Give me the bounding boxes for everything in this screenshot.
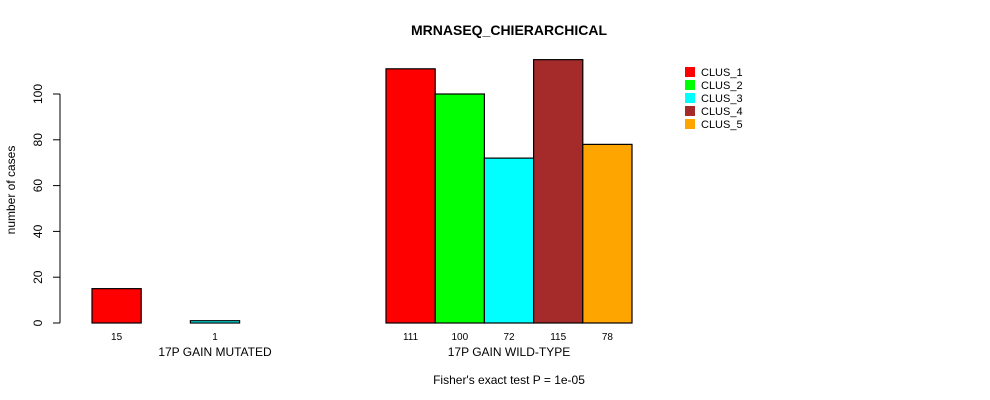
bar-value-label: 72 <box>503 332 515 343</box>
bar-clus-4 <box>532 59 584 324</box>
y-axis: 0 20 40 60 80 100 <box>31 84 61 326</box>
category-label: 17P GAIN WILD-TYPE <box>448 345 570 359</box>
y-tick-label: 40 <box>31 224 45 238</box>
bar-value-label: 111 <box>403 332 419 343</box>
y-tick-label: 60 <box>31 179 45 193</box>
y-tick-label: 0 <box>31 319 45 326</box>
bar-clus-2 <box>434 93 486 324</box>
y-tick-label: 100 <box>31 84 45 104</box>
bars: 15 1 17P GAIN MUTATED 111 100 72 115 78 17P GAIN… <box>91 59 633 359</box>
legend-label: CLUS_1 <box>701 67 743 79</box>
bar-clus-1 <box>385 68 436 324</box>
bar-value-label: 1 <box>212 332 218 343</box>
legend-swatch <box>685 93 695 103</box>
x-axis-label: Fisher's exact test P = 1e-05 <box>433 373 585 387</box>
bar-value-label: 115 <box>550 332 566 343</box>
legend-swatch <box>685 106 695 116</box>
category-label: 17P GAIN MUTATED <box>158 345 272 359</box>
y-tick-label: 80 <box>31 133 45 147</box>
y-axis-label: number of cases <box>4 146 18 235</box>
chart-title: MRNASEQ_CHIERARCHICAL <box>411 22 607 38</box>
bar-clus-5 <box>582 143 633 324</box>
y-tick-label: 20 <box>31 270 45 284</box>
legend-swatch <box>685 67 695 77</box>
bar-clus-1 <box>91 288 142 324</box>
legend-swatch <box>685 119 695 129</box>
bar-clus-3 <box>483 157 535 324</box>
legend-label: CLUS_3 <box>701 93 743 105</box>
legend-label: CLUS_4 <box>701 106 743 118</box>
bar-clus-3 <box>189 320 241 324</box>
legend-label: CLUS_5 <box>701 119 743 131</box>
bar-value-label: 100 <box>451 332 468 343</box>
legend-label: CLUS_2 <box>701 80 743 92</box>
bar-value-label: 78 <box>602 332 614 343</box>
bar-value-label: 15 <box>111 332 123 343</box>
legend-swatch <box>685 80 695 90</box>
